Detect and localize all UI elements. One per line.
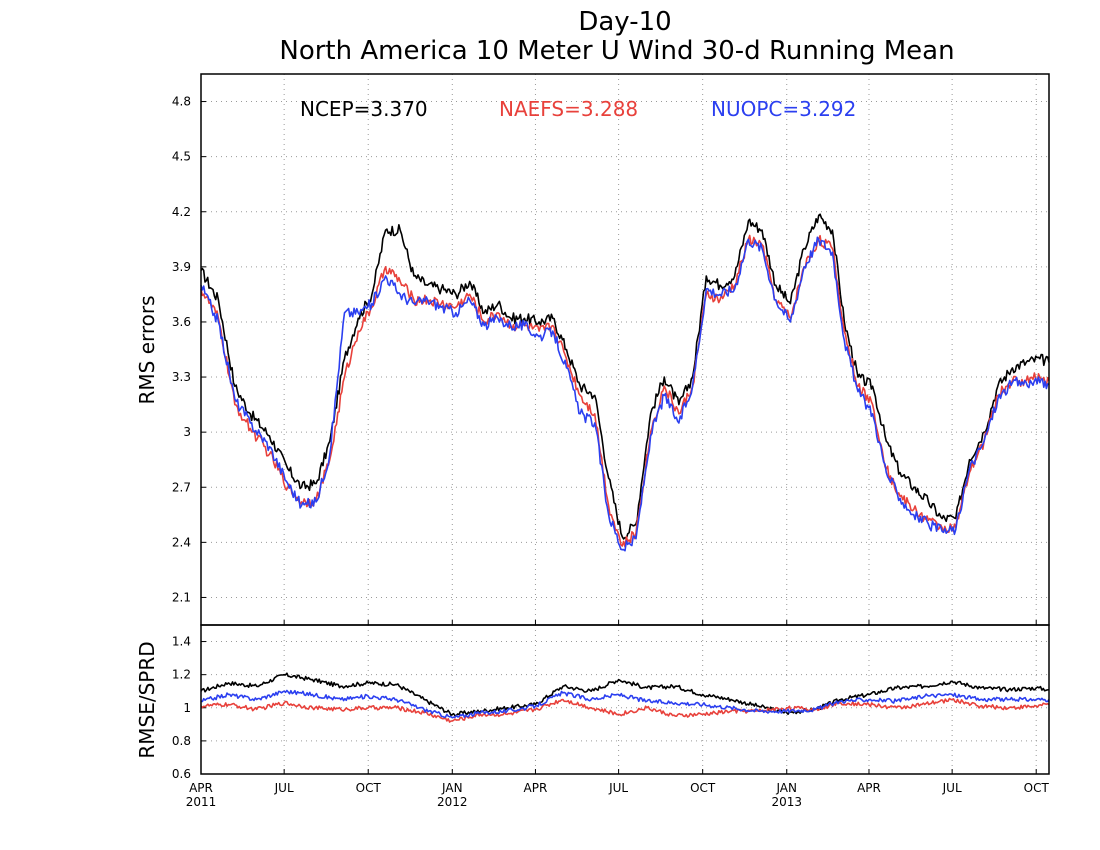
x-tick-year: 2011 (186, 795, 217, 809)
bottom-panel-grid (201, 625, 1049, 774)
x-tick-label: OCT (356, 781, 382, 795)
x-tick-year: 2013 (771, 795, 802, 809)
top-y-tick-label: 3.9 (172, 260, 191, 274)
x-tick-label: JAN (441, 781, 463, 795)
x-tick-label: OCT (690, 781, 716, 795)
bottom-panel-y-ticks: 0.6 0.8 1 1.2 1.4 (172, 635, 206, 781)
top-y-tick-label: 3.3 (172, 370, 191, 384)
bottom-y-tick-label: 1.4 (172, 635, 191, 649)
ratio-line-nuopc (200, 689, 1050, 719)
x-tick-label: APR (524, 781, 548, 795)
x-tick-label: OCT (1024, 781, 1050, 795)
x-tick-label: JUL (608, 781, 628, 795)
bottom-y-axis-label: RMSE/SPRD (135, 641, 159, 758)
rms-line-nuopc (200, 236, 1050, 552)
chart-subtitle: North America 10 Meter U Wind 30-d Runni… (279, 36, 954, 66)
x-tick-label: JUL (274, 781, 294, 795)
top-y-tick-label: 4.8 (172, 95, 191, 109)
x-tick-label: APR (857, 781, 881, 795)
top-y-tick-label: 2.7 (172, 480, 191, 494)
top-y-tick-label: 3 (183, 425, 191, 439)
chart-title: Day-10 (578, 7, 671, 37)
legend-naefs: NAEFS=3.288 (499, 97, 638, 121)
top-y-tick-label: 2.4 (172, 535, 191, 549)
top-y-tick-label: 3.6 (172, 315, 191, 329)
ratio-line-ncep (200, 672, 1050, 717)
top-y-tick-label: 4.5 (172, 150, 191, 164)
top-y-tick-label: 2.1 (172, 590, 191, 604)
top-panel-grid (201, 74, 1049, 625)
top-panel-y-ticks: 2.1 2.4 2.7 3 3.3 3.6 3.9 4.2 4.5 4.8 (172, 95, 206, 604)
top-y-axis-label: RMS errors (135, 295, 159, 404)
bottom-y-tick-label: 0.6 (172, 767, 191, 781)
ratio-line-naefs (200, 697, 1050, 723)
x-tick-label: JAN (775, 781, 797, 795)
bottom-panel-series (200, 672, 1050, 723)
x-tick-label: JUL (942, 781, 962, 795)
legend-ncep: NCEP=3.370 (300, 97, 428, 121)
rms-line-naefs (200, 234, 1050, 548)
bottom-panel-frame (200, 624, 1050, 775)
x-tick-label: APR (189, 781, 213, 795)
top-panel-series (200, 213, 1050, 552)
bottom-y-tick-label: 1.2 (172, 668, 191, 682)
top-y-tick-label: 4.2 (172, 205, 191, 219)
bottom-y-tick-label: 1 (183, 701, 191, 715)
legend-nuopc: NUOPC=3.292 (711, 97, 856, 121)
x-tick-year: 2012 (437, 795, 468, 809)
bottom-y-tick-label: 0.8 (172, 734, 191, 748)
